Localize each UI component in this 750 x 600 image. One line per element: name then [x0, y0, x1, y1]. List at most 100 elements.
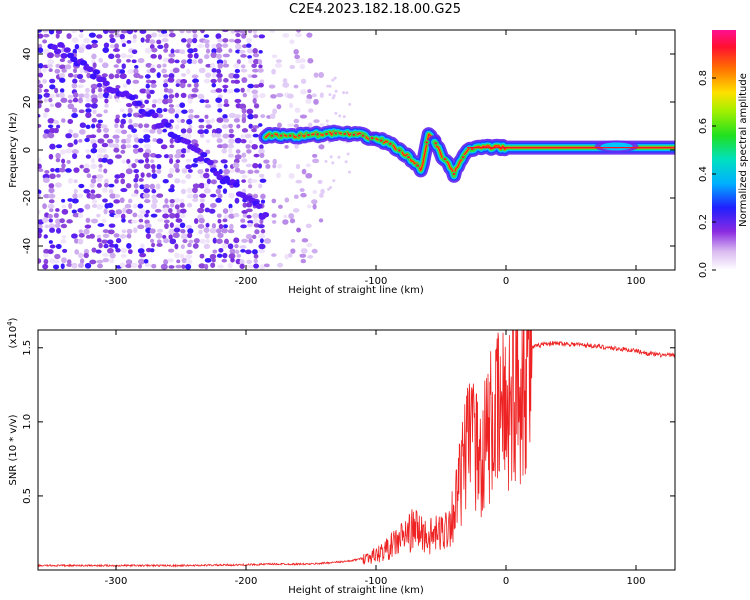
noise-blob	[258, 49, 263, 54]
noise-blob	[108, 73, 115, 80]
noise-blob	[132, 144, 139, 149]
noise-blob	[210, 89, 217, 94]
noise-blob	[88, 32, 96, 38]
noise-blob	[145, 38, 151, 43]
diagonal-trace-blob	[50, 44, 58, 50]
noise-blob	[91, 247, 97, 253]
noise-blob	[252, 47, 258, 54]
noise-blob	[301, 238, 309, 243]
noise-blob	[331, 96, 335, 100]
noise-blob	[49, 143, 56, 150]
noise-blob	[226, 89, 234, 94]
noise-blob	[180, 118, 185, 124]
noise-blob	[152, 99, 158, 104]
noise-blob	[312, 203, 317, 210]
noise-blob	[333, 76, 337, 80]
noise-blob	[139, 252, 147, 258]
noise-blob	[277, 204, 283, 209]
noise-blob	[168, 58, 175, 64]
noise-blob	[97, 138, 105, 144]
noise-blob	[228, 128, 234, 134]
noise-blob	[282, 82, 290, 88]
noise-blob	[284, 144, 289, 149]
noise-blob	[253, 253, 259, 259]
noise-blob	[59, 218, 65, 224]
noise-blob	[85, 98, 92, 103]
noise-blob	[104, 103, 109, 108]
noise-blob	[74, 249, 80, 255]
noise-blob	[209, 193, 217, 198]
noise-blob	[119, 123, 125, 129]
noise-blob	[155, 183, 161, 190]
noise-blob	[96, 259, 104, 264]
noise-blob	[132, 148, 140, 154]
noise-blob	[187, 48, 195, 54]
noise-blob	[90, 148, 98, 154]
noise-blob	[161, 37, 169, 43]
noise-blob	[334, 111, 338, 115]
noise-blob	[71, 233, 78, 239]
noise-blob	[59, 77, 66, 83]
noise-blob	[179, 82, 186, 89]
noise-blob	[84, 137, 90, 143]
noise-blob	[293, 48, 299, 55]
noise-blob	[179, 30, 185, 34]
noise-blob	[59, 64, 66, 70]
noise-blob	[328, 84, 332, 88]
noise-blob	[216, 138, 223, 144]
colorbar	[712, 30, 736, 270]
noise-blob	[77, 252, 84, 259]
noise-blob	[85, 44, 93, 50]
noise-blob	[259, 144, 264, 150]
spectrogram-ytick-label: 20	[22, 96, 33, 109]
noise-blob	[89, 259, 97, 265]
noise-blob	[49, 258, 56, 264]
noise-blob	[211, 83, 217, 88]
noise-blob	[197, 129, 205, 135]
snr-plot-area	[38, 330, 675, 568]
noise-blob	[181, 109, 188, 114]
noise-blob	[241, 77, 248, 83]
noise-blob	[312, 189, 318, 195]
noise-blob	[42, 30, 49, 33]
noise-blob	[96, 153, 104, 159]
noise-blob	[238, 169, 246, 175]
noise-blob	[55, 144, 63, 149]
noise-blob	[185, 263, 192, 270]
noise-blob	[133, 227, 138, 234]
noise-blob	[192, 33, 198, 39]
noise-blob	[307, 204, 312, 209]
noise-blob	[196, 43, 205, 49]
noise-blob	[78, 109, 85, 114]
noise-blob	[222, 133, 230, 139]
diagonal-trace-blob	[232, 182, 240, 188]
colorbar-tick-label: 0.0	[698, 262, 709, 278]
noise-blob	[109, 193, 117, 199]
noise-blob	[119, 73, 127, 80]
diagonal-trace-blob	[135, 100, 143, 107]
noise-blob	[223, 214, 229, 220]
noise-blob	[83, 168, 90, 174]
noise-blob	[150, 248, 155, 253]
noise-blob	[271, 219, 277, 224]
noise-blob	[109, 34, 115, 39]
noise-blob	[209, 202, 217, 209]
noise-blob	[78, 33, 84, 39]
noise-blob	[182, 238, 188, 244]
noise-blob	[146, 172, 152, 178]
noise-blob	[151, 194, 157, 200]
noise-blob	[246, 149, 252, 154]
noise-blob	[66, 263, 73, 267]
carrier-bead-core	[325, 132, 328, 135]
noise-blob	[241, 117, 247, 124]
noise-blob	[77, 84, 84, 89]
noise-blob	[167, 77, 175, 83]
noise-blob	[181, 264, 186, 269]
noise-blob	[202, 39, 210, 44]
noise-blob	[217, 38, 223, 43]
diagonal-trace-blob	[164, 122, 172, 128]
noise-blob	[59, 167, 66, 173]
noise-blob	[134, 173, 139, 180]
noise-blob	[120, 149, 126, 154]
noise-blob	[175, 159, 181, 164]
